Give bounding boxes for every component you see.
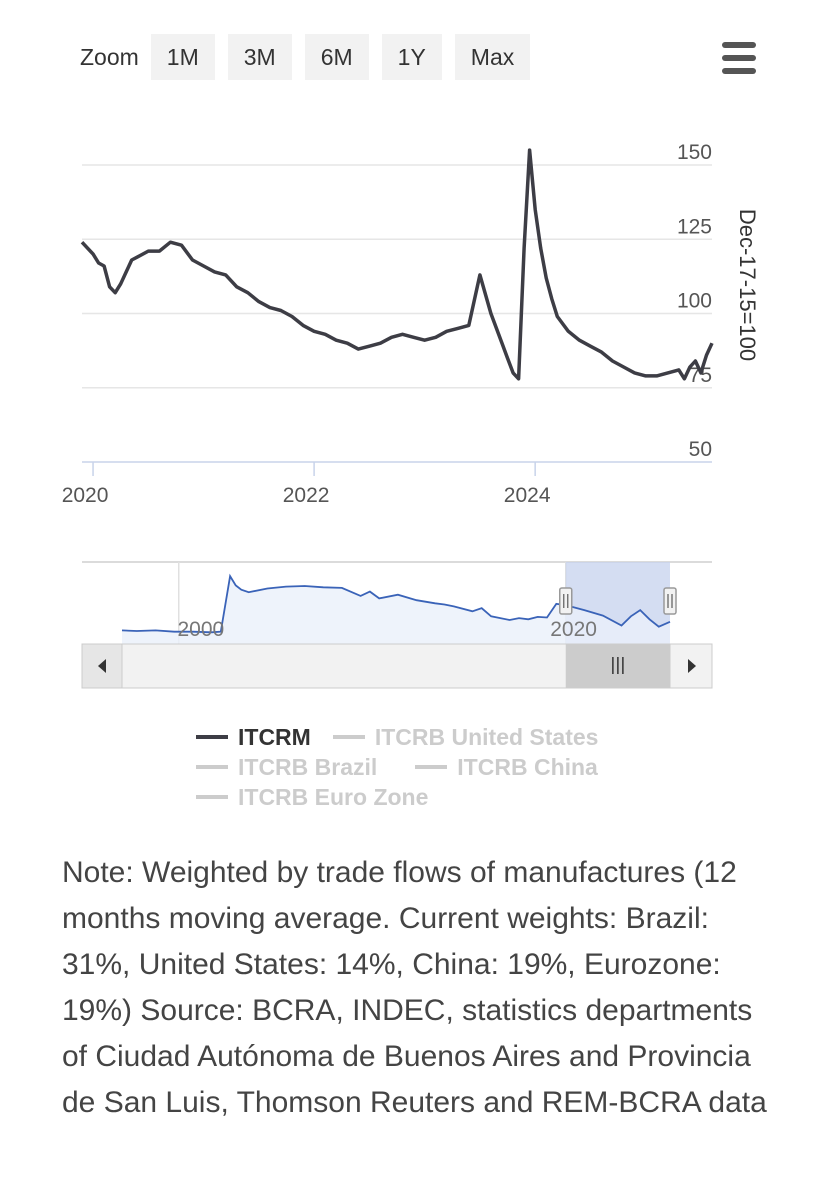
legend-line	[415, 765, 448, 769]
scrollbar-left-button[interactable]	[81, 643, 123, 689]
legend-line	[196, 765, 228, 769]
navigator-handle-body	[559, 587, 573, 615]
y-tick-label: 75	[689, 364, 712, 387]
legend: ITCRM ITCRB United States ITCRB Brazil I…	[196, 722, 620, 812]
x-tick-label: 2022	[283, 484, 330, 507]
navigator-handle[interactable]	[663, 587, 677, 615]
scrollbar-thumb[interactable]	[565, 644, 670, 688]
menu-icon[interactable]	[716, 38, 762, 78]
legend-label-itcrb-brazil: ITCRB Brazil	[238, 753, 378, 780]
note-text: Note: Weighted by trade flows of manufac…	[62, 856, 767, 1119]
legend-item-itcrm[interactable]: ITCRM	[196, 724, 311, 751]
legend-item-itcrb-united-states[interactable]: ITCRB United States	[332, 723, 599, 751]
arrow-left-icon	[98, 659, 106, 673]
navigator-grid-line	[178, 562, 180, 644]
legend-label-itcrb-united-states: ITCRB United States	[374, 723, 599, 750]
legend-item-itcrb-euro-zone[interactable]: ITCRB Euro Zone	[196, 784, 428, 811]
navigator-x-tick-label: 2000	[177, 618, 224, 641]
grid-layer: 50 75 100 125 150 2020 2022 2024	[62, 141, 712, 507]
navigator-series-line	[121, 573, 671, 634]
y-axis-title: Dec-17-15=100	[735, 209, 760, 361]
y-tick-label: 50	[689, 438, 712, 461]
legend-item-itcrb-brazil[interactable]: ITCRB Brazil	[196, 754, 377, 781]
navigator-handle-body	[663, 587, 677, 615]
y-tick-label: 150	[677, 141, 712, 164]
zoom-bar: Zoom 1M 3M 6M 1Y Max	[80, 34, 543, 80]
legend-item-itcrb-china[interactable]: ITCRB China	[415, 754, 598, 781]
legend-line	[196, 795, 228, 799]
legend-line	[332, 735, 365, 739]
legend-line	[196, 735, 228, 739]
chart: 50 75 100 125 150 2020 2022 2024 2000 2020 Dec-1…	[62, 141, 760, 689]
scrollbar	[81, 643, 713, 689]
y-tick-label: 100	[677, 290, 712, 313]
zoom-1y-button[interactable]: 1Y	[381, 34, 442, 80]
y-tick-label: 125	[677, 215, 712, 238]
x-tick-label: 2020	[62, 484, 109, 507]
zoom-max-button[interactable]: Max	[454, 34, 531, 80]
legend-label-itcrm: ITCRM	[238, 723, 311, 750]
navigator: 2000 2020	[81, 561, 713, 689]
main-plot	[80, 148, 714, 381]
legend-label-itcrb-china: ITCRB China	[457, 753, 598, 780]
legend-label-itcrb-euro-zone: ITCRB Euro Zone	[238, 783, 429, 810]
arrow-right-icon	[688, 659, 696, 673]
zoom-1m-button[interactable]: 1M	[150, 34, 215, 80]
navigator-handle[interactable]	[559, 587, 573, 615]
x-tick-label: 2024	[504, 484, 551, 507]
navigator-x-tick-label: 2020	[550, 618, 597, 641]
scrollbar-right-button[interactable]	[669, 643, 713, 689]
zoom-3m-button[interactable]: 3M	[227, 34, 292, 80]
zoom-label: Zoom	[80, 43, 139, 70]
zoom-6m-button[interactable]: 6M	[304, 34, 369, 80]
series-line-itcrm	[80, 148, 714, 381]
navigator-area	[122, 576, 670, 644]
